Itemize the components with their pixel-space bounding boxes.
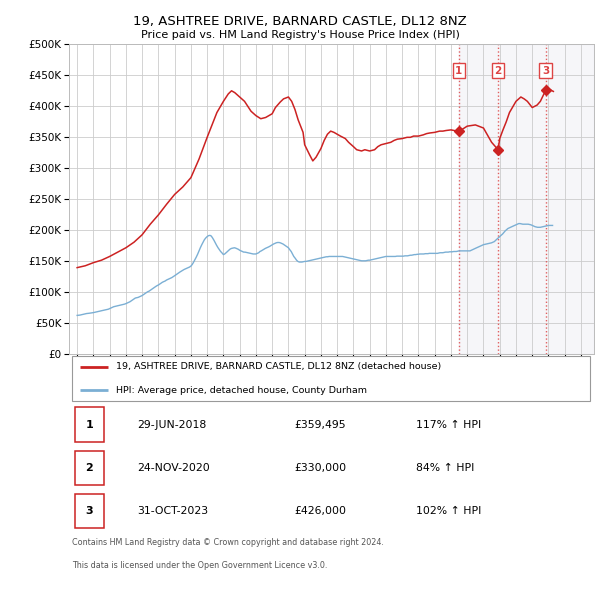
Text: 19, ASHTREE DRIVE, BARNARD CASTLE, DL12 8NZ (detached house): 19, ASHTREE DRIVE, BARNARD CASTLE, DL12 … (116, 362, 442, 372)
Text: £426,000: £426,000 (295, 506, 347, 516)
Text: 24-NOV-2020: 24-NOV-2020 (137, 463, 210, 473)
Text: 1: 1 (86, 419, 94, 430)
Text: 102% ↑ HPI: 102% ↑ HPI (415, 506, 481, 516)
Text: £359,495: £359,495 (295, 419, 346, 430)
Text: Contains HM Land Registry data © Crown copyright and database right 2024.: Contains HM Land Registry data © Crown c… (71, 537, 383, 547)
Text: 1: 1 (455, 65, 463, 76)
Text: This data is licensed under the Open Government Licence v3.0.: This data is licensed under the Open Gov… (71, 560, 327, 569)
Text: Price paid vs. HM Land Registry's House Price Index (HPI): Price paid vs. HM Land Registry's House … (140, 30, 460, 40)
Text: 2: 2 (86, 463, 94, 473)
Text: £330,000: £330,000 (295, 463, 347, 473)
Text: 19, ASHTREE DRIVE, BARNARD CASTLE, DL12 8NZ: 19, ASHTREE DRIVE, BARNARD CASTLE, DL12 … (133, 15, 467, 28)
Text: 3: 3 (542, 65, 550, 76)
FancyBboxPatch shape (76, 408, 104, 441)
FancyBboxPatch shape (71, 356, 590, 401)
Text: 31-OCT-2023: 31-OCT-2023 (137, 506, 208, 516)
Text: 2: 2 (494, 65, 502, 76)
FancyBboxPatch shape (76, 451, 104, 485)
Text: HPI: Average price, detached house, County Durham: HPI: Average price, detached house, Coun… (116, 386, 367, 395)
Text: 29-JUN-2018: 29-JUN-2018 (137, 419, 206, 430)
Bar (459, 44, 594, 355)
Text: 117% ↑ HPI: 117% ↑ HPI (415, 419, 481, 430)
Text: 3: 3 (86, 506, 93, 516)
Text: 84% ↑ HPI: 84% ↑ HPI (415, 463, 474, 473)
FancyBboxPatch shape (76, 494, 104, 528)
